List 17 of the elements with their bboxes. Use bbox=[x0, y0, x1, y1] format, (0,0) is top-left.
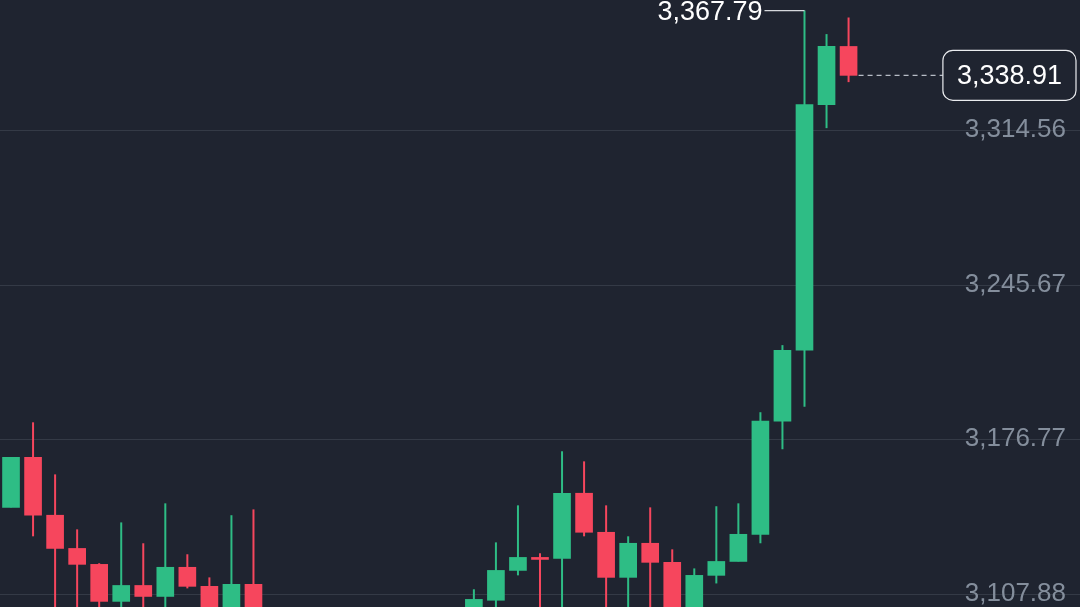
candlestick bbox=[222, 514, 241, 607]
y-tick-label: 3,314.56 bbox=[964, 113, 1066, 144]
candlestick bbox=[68, 528, 86, 607]
candlestick bbox=[200, 576, 219, 607]
candlestick bbox=[112, 521, 131, 607]
candlestick bbox=[509, 504, 527, 577]
annotation: 3,367.79 bbox=[657, 0, 763, 27]
y-tick-label: 3,107.88 bbox=[964, 576, 1066, 607]
ref-line-label: 3,338.91 bbox=[956, 59, 1063, 90]
candlestick bbox=[244, 508, 263, 607]
candlestick bbox=[531, 552, 549, 607]
candlestick bbox=[641, 506, 660, 607]
candlestick bbox=[134, 542, 153, 607]
candlestick bbox=[178, 553, 197, 590]
candlestick bbox=[707, 505, 726, 585]
y-tick-label: 3,245.67 bbox=[964, 267, 1066, 298]
y-tick-label: 3,176.77 bbox=[964, 422, 1066, 453]
